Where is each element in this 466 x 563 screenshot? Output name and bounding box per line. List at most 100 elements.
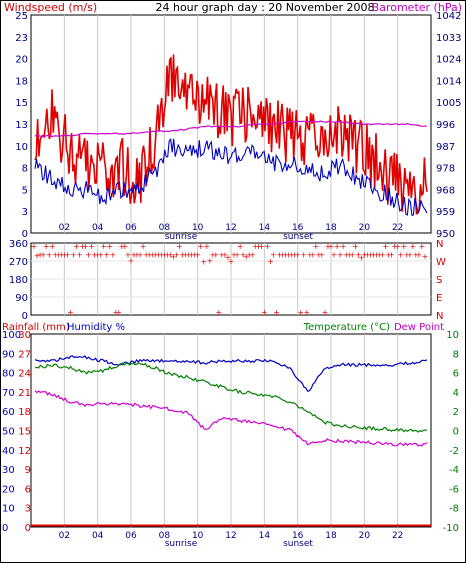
dewpoint-line (34, 390, 428, 447)
direction-point: + (219, 250, 226, 259)
temperature-label: Temperature (°C) (303, 322, 390, 333)
direction-point: + (222, 250, 229, 259)
direction-point: + (358, 254, 365, 263)
direction-point: + (106, 242, 113, 251)
humidity-tick-9: 90 (2, 349, 15, 360)
direction-point: + (385, 250, 392, 259)
direction-point: + (252, 242, 259, 251)
direction-point: + (103, 250, 110, 259)
direction-point: + (188, 250, 195, 259)
temp-tick-5: 0 (453, 427, 459, 438)
direction-point: + (409, 242, 416, 251)
direction-point: + (264, 242, 271, 251)
wind-x-tick-06: 06 (125, 223, 137, 233)
direction-point: + (419, 242, 426, 251)
wind-x-tick-14: 14 (259, 223, 271, 233)
wind-tick-2: 5 (22, 185, 28, 196)
wind-x-tick-04: 04 (92, 223, 104, 233)
direction-points: ++++++++++++++++++++++++++++++++++++++++… (31, 242, 429, 317)
baro-tick-6: 1005 (436, 98, 461, 109)
baro-tick-4: 987 (436, 142, 455, 153)
direction-point: + (231, 250, 238, 259)
rain-tick-4: 12 (18, 446, 31, 457)
humidity-tick-5: 50 (2, 427, 15, 438)
direction-point: + (170, 252, 177, 261)
direction-point: + (40, 250, 47, 259)
wind-tick-3: 8 (22, 164, 28, 175)
direction-point: + (255, 242, 262, 251)
direction-point: + (194, 250, 201, 259)
direction-point: + (373, 250, 380, 259)
wind-x-tick-12: 12 (225, 223, 236, 233)
rain-tick-1: 3 (25, 504, 31, 515)
direction-point: + (246, 250, 253, 259)
direction-point: + (322, 308, 329, 317)
direction-point: + (294, 250, 301, 259)
temp-x-tick-22: 22 (392, 531, 403, 541)
direction-point: + (161, 250, 168, 259)
temp-x-tick-14: 14 (259, 531, 271, 541)
rain-tick-0: 0 (25, 523, 31, 534)
direction-point: + (267, 257, 274, 266)
direction-point: + (212, 250, 219, 259)
temp-x-tick-04: 04 (92, 531, 104, 541)
direction-point: + (282, 250, 289, 259)
temp-x-tick-18: 18 (325, 531, 337, 541)
humidity-tick-6: 60 (2, 407, 15, 418)
sunrise-label-top: sunrise (165, 232, 198, 242)
temp-x-tick-10: 10 (192, 531, 204, 541)
direction-point: + (109, 250, 116, 259)
direction-point: + (313, 242, 320, 251)
direction-point: + (46, 250, 53, 259)
direction-point: + (155, 250, 162, 259)
direction-point: + (400, 242, 407, 251)
direction-point: + (337, 250, 344, 259)
rain-tick-6: 18 (18, 407, 31, 418)
direction-point: + (76, 250, 83, 259)
wind-tick-0: 0 (22, 229, 28, 240)
direction-point: + (200, 258, 207, 267)
direction-point: + (273, 308, 280, 317)
rain-tick-7: 21 (18, 388, 31, 399)
temp-x-tick-20: 20 (359, 531, 371, 541)
rainfall-label: Rainfall (mm) (2, 322, 70, 333)
wind-x-tick-20: 20 (359, 223, 371, 233)
direction-point: + (37, 250, 44, 259)
direction-point: + (237, 242, 244, 251)
direction-point: + (122, 242, 129, 251)
direction-point: + (49, 242, 56, 251)
direction-point: + (234, 250, 241, 259)
rain-tick-5: 15 (18, 427, 31, 438)
wind-x-tick-10: 10 (192, 223, 204, 233)
direction-point: + (203, 242, 210, 251)
direction-point: + (176, 242, 183, 251)
direction-point: + (306, 250, 313, 259)
direction-point: + (261, 308, 268, 317)
wind-tick-1: 3 (22, 207, 28, 218)
direction-point: + (300, 250, 307, 259)
direction-left-tick-3: 270 (9, 257, 28, 268)
temp-tick-4: -2 (449, 446, 459, 457)
direction-point: + (140, 242, 147, 251)
baro-tick-3: 978 (436, 164, 455, 175)
baro-tick-2: 968 (436, 185, 455, 196)
direction-point: + (185, 250, 192, 259)
direction-left-tick-0: 0 (22, 311, 28, 322)
direction-point: + (52, 250, 59, 259)
wind-x-tick-08: 08 (159, 223, 171, 233)
direction-point: + (191, 250, 198, 259)
direction-right-tick-4: N (436, 239, 443, 250)
direction-point: + (276, 250, 283, 259)
direction-grid (31, 243, 431, 315)
direction-point: + (382, 242, 389, 251)
baro-tick-8: 1024 (436, 55, 461, 66)
direction-point: + (331, 250, 338, 259)
direction-point: + (134, 250, 141, 259)
rain-tick-9: 27 (18, 349, 31, 360)
rain-tick-3: 9 (25, 465, 31, 476)
direction-point: + (355, 250, 362, 259)
wind-tick-10: 25 (15, 11, 28, 22)
barometer-label: Barometer (hPa) (372, 1, 462, 14)
direction-point: + (291, 250, 298, 259)
